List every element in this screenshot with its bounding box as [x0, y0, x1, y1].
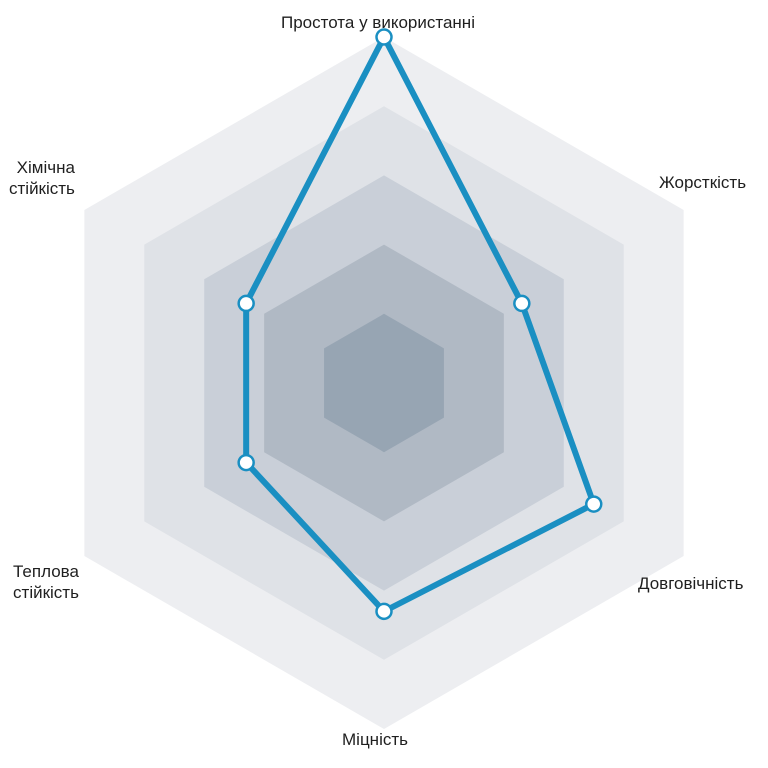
data-point-4: [237, 453, 255, 472]
axis-label-stiffness: Жорсткість: [659, 173, 747, 192]
axis-label-ease-of-use: Простота у використанні: [281, 13, 475, 32]
axis-label-durability: Довговічність: [638, 574, 744, 593]
axis-label-strength: Міцність: [342, 730, 408, 749]
data-point-5: [237, 294, 255, 313]
axis-label-thermal-resistance: Теплова стійкість: [13, 562, 79, 602]
data-point-0: [375, 28, 393, 46]
grid-ring-1: [324, 313, 444, 453]
data-point-2: [585, 495, 603, 513]
axis-label-chemical-resistance: Хімічна стійкість: [9, 158, 75, 198]
data-point-1: [513, 294, 531, 313]
radar-series: [237, 28, 603, 621]
data-point-3: [375, 602, 393, 621]
radar-grid: [84, 37, 684, 729]
